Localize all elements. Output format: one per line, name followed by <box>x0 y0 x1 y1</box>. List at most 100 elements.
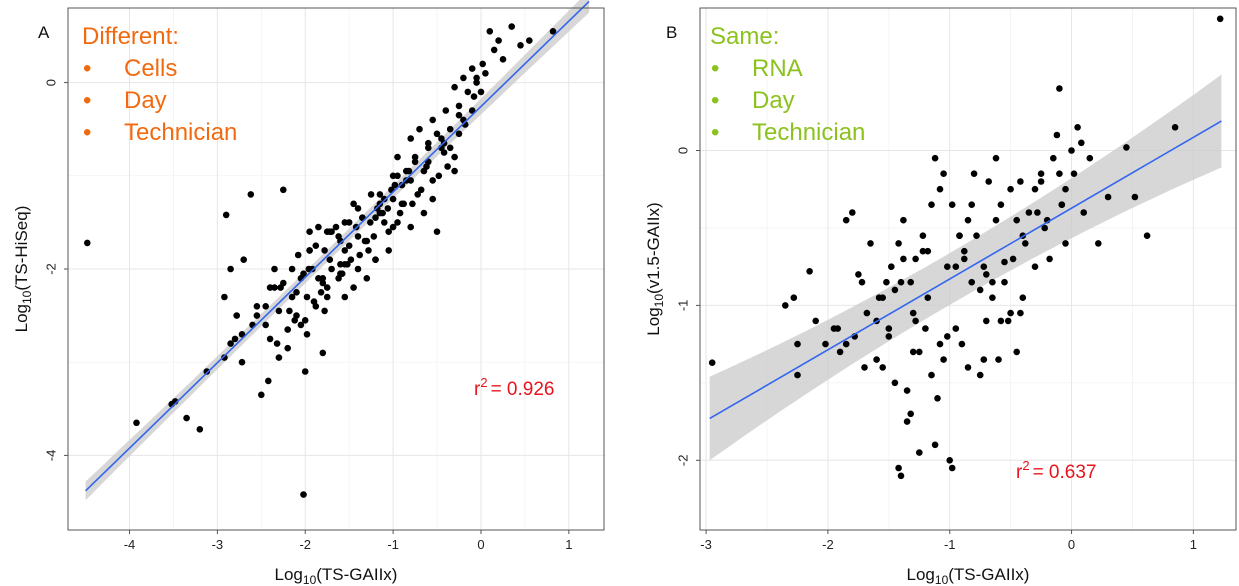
data-point <box>455 102 463 110</box>
x-tick-label: -4 <box>124 537 136 552</box>
data-point <box>924 247 932 255</box>
annotation-title: Same: <box>710 23 779 50</box>
data-point <box>477 88 485 96</box>
data-point <box>1037 178 1045 185</box>
data-point <box>411 153 419 161</box>
data-point <box>885 325 893 332</box>
data-point <box>265 377 272 385</box>
data-point <box>1013 348 1020 356</box>
data-point <box>909 309 917 317</box>
data-point <box>1056 170 1063 177</box>
data-point <box>946 457 953 464</box>
regression-line <box>709 120 1222 420</box>
data-point <box>879 294 886 302</box>
data-point <box>1086 154 1094 162</box>
data-point <box>341 219 349 226</box>
data-point <box>323 293 331 301</box>
panel-b: -3 -2 -1 0 1-2-10Log10(TS-GAIIx)Log10(v1.5-G… <box>644 7 1237 586</box>
data-point <box>1041 224 1048 232</box>
data-point <box>482 70 489 77</box>
data-point <box>968 201 975 208</box>
data-point <box>708 359 716 367</box>
data-point <box>321 247 328 254</box>
data-point <box>417 186 425 194</box>
x-axis-label-subscript: 10 <box>303 573 317 586</box>
data-point <box>280 186 287 194</box>
data-point <box>903 418 911 425</box>
y-tick-label: -1 <box>675 300 690 312</box>
data-point <box>294 251 302 259</box>
x-tick-label: -2 <box>822 537 834 552</box>
data-point <box>300 491 307 498</box>
data-point <box>300 270 307 278</box>
data-point <box>1031 185 1039 193</box>
data-point <box>341 293 349 301</box>
data-point <box>433 228 441 235</box>
data-point <box>389 223 397 231</box>
data-point <box>365 247 372 254</box>
y-axis-label: Log10(TS-HiSeq) <box>12 206 34 333</box>
data-point <box>344 261 351 268</box>
data-point <box>326 256 334 264</box>
data-point <box>317 289 325 296</box>
data-point <box>995 356 1002 363</box>
data-point <box>291 317 299 324</box>
data-point <box>989 278 996 286</box>
data-point <box>479 60 487 68</box>
x-tick-label: -1 <box>387 537 399 552</box>
data-point <box>394 153 401 161</box>
data-point <box>301 368 309 375</box>
data-point <box>335 233 342 240</box>
y-tick-label: -2 <box>675 455 690 467</box>
annotation-bullet: • <box>83 87 91 114</box>
data-point <box>961 255 968 263</box>
data-point <box>407 177 415 184</box>
data-point <box>350 200 357 208</box>
data-point <box>394 219 401 226</box>
data-point <box>495 37 502 44</box>
data-point <box>912 255 919 263</box>
data-point <box>323 284 331 291</box>
data-point <box>262 321 270 329</box>
data-point <box>429 116 437 124</box>
data-point <box>253 303 261 310</box>
data-point <box>1007 309 1014 317</box>
data-point <box>858 278 866 286</box>
data-point <box>891 286 899 294</box>
data-point <box>411 158 419 166</box>
data-point <box>907 278 914 286</box>
data-point <box>985 178 992 185</box>
data-point <box>849 209 856 216</box>
data-point <box>952 263 960 271</box>
data-point <box>293 289 300 296</box>
data-point <box>425 144 432 152</box>
data-point <box>1068 147 1075 154</box>
x-axis-label: Log10(TS-GAIIx) <box>275 565 398 586</box>
data-point <box>1050 154 1057 162</box>
data-point <box>895 464 902 472</box>
y-axis-label-suffix: (v1.5-GAIIx) <box>644 202 663 294</box>
data-point <box>451 167 458 175</box>
x-tick-label: -2 <box>299 537 311 552</box>
data-point <box>549 28 557 35</box>
data-point <box>1171 124 1179 131</box>
data-point <box>303 293 311 301</box>
data-point <box>227 265 234 273</box>
x-tick-label: -1 <box>944 537 956 552</box>
panel-a: -4 -3 -2 -1 0 1-4-20Log10(TS-GAIIx)Log10(TS-H… <box>12 0 605 586</box>
data-point <box>275 354 283 361</box>
data-point <box>196 426 204 433</box>
x-tick-label: 1 <box>1190 537 1197 552</box>
data-point <box>429 177 437 184</box>
data-point <box>895 240 902 247</box>
data-point <box>284 344 292 352</box>
data-point <box>1056 85 1063 92</box>
data-point <box>420 167 428 175</box>
data-point <box>247 191 255 198</box>
data-point <box>936 340 944 348</box>
data-point <box>916 348 923 356</box>
data-point <box>1058 201 1066 208</box>
data-point <box>84 239 91 247</box>
data-point <box>970 170 978 177</box>
data-point <box>354 205 362 212</box>
